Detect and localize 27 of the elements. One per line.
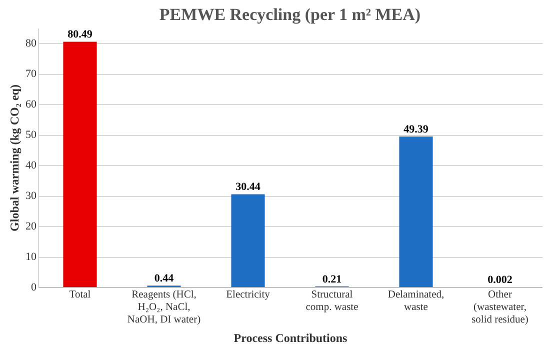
x-tick-label: Structural comp. waste: [306, 290, 359, 313]
data-label: 80.49: [68, 28, 93, 41]
bar: [231, 194, 265, 287]
data-label: 0.002: [488, 274, 513, 286]
y-tick-label: 30: [26, 190, 37, 202]
x-tick-label: Electricity: [226, 290, 271, 300]
y-tick-label: 20: [26, 220, 37, 233]
y-tick-label: 10: [26, 251, 37, 264]
y-tick-label: 40: [26, 160, 37, 172]
x-tick-label: Reagents (HCl, H₂O₂, NaCl, NaOH, DI water): [127, 290, 202, 326]
x-tick-label: Delaminated, waste: [388, 290, 444, 313]
data-label: 0.21: [322, 273, 342, 286]
data-label: 0.44: [154, 272, 174, 285]
x-axis-title: Process Contributions: [234, 331, 348, 345]
bar: [63, 42, 97, 287]
y-tick-label: 80: [26, 38, 37, 50]
bar: [399, 136, 433, 287]
data-label: 30.44: [236, 181, 261, 194]
y-axis-title: Global warming (kg CO₂ eq): [8, 84, 22, 232]
x-tick-label: Total: [69, 290, 91, 300]
y-tick-label: 70: [26, 68, 37, 80]
y-tick-label: 0: [31, 282, 37, 294]
y-tick-label: 60: [26, 98, 37, 111]
x-tick-label: Other (wastewater, solid residue): [472, 290, 529, 326]
chart-title: PEMWE Recycling (per 1 m² MEA): [159, 5, 421, 24]
y-tick-label: 50: [26, 129, 37, 142]
data-label: 49.39: [404, 124, 429, 136]
